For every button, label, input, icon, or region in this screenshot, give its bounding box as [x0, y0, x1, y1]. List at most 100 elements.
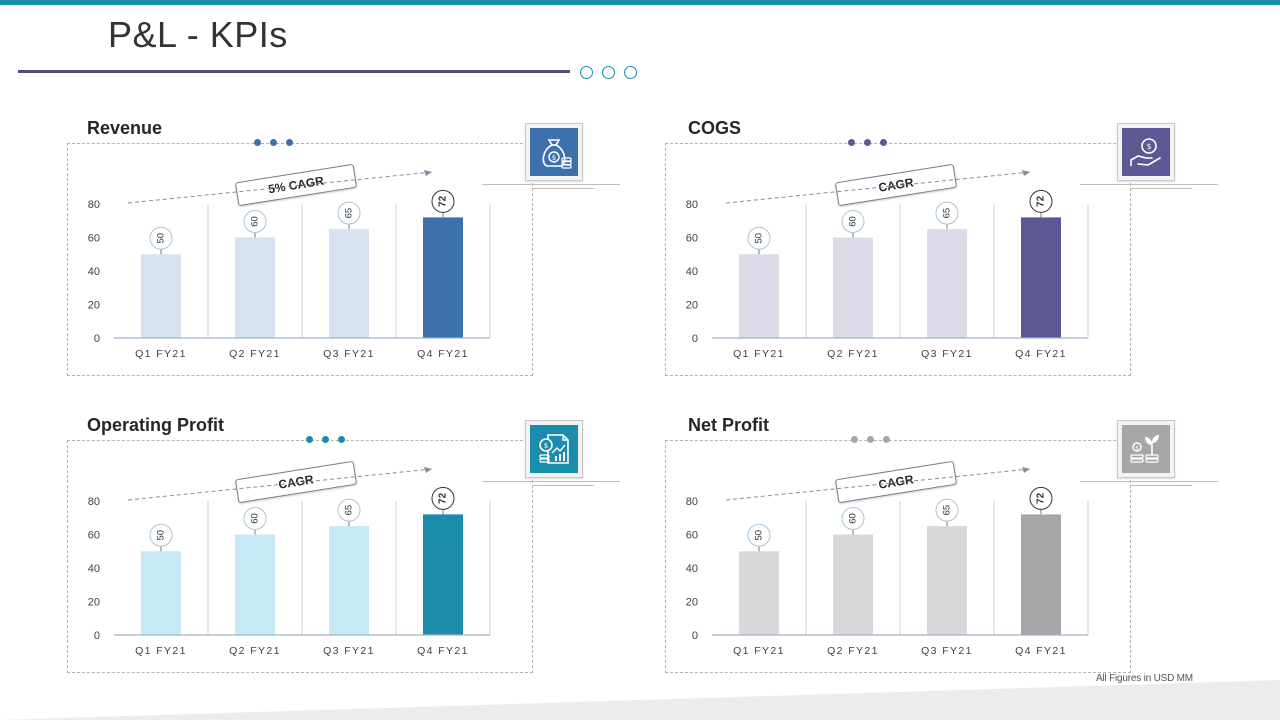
cogs-panel-title: COGS — [688, 118, 742, 138]
op-indicator-dot-3 — [338, 436, 345, 443]
revenue-ytick-40: 40 — [88, 266, 100, 278]
cogs-xtick-3: Q3 FY21 — [921, 348, 973, 360]
revenue-bar-1 — [141, 254, 181, 338]
op-icon-shelf — [532, 485, 594, 486]
cogs-label-bubble-1 — [747, 226, 771, 250]
op-icon-connector — [482, 481, 620, 482]
revenue-panel-title: Revenue — [87, 118, 163, 138]
op-data-label-2: 60 — [250, 513, 261, 524]
op-data-label-1: 50 — [156, 530, 167, 541]
net-data-label-3: 65 — [942, 505, 953, 516]
revenue-panel-frame — [67, 143, 533, 376]
cogs-xtick-2: Q2 FY21 — [827, 348, 879, 360]
cogs-xtick-1: Q1 FY21 — [733, 348, 785, 360]
revenue-icon-shelf — [532, 188, 594, 189]
revenue-label-bubble-2 — [243, 210, 267, 233]
cogs-icon-frame: $ — [1117, 123, 1175, 181]
page-title: P&L - KPIs — [108, 14, 288, 55]
op-data-label-3: 65 — [344, 505, 355, 516]
cogs-data-label-3: 65 — [942, 208, 953, 219]
revenue-label-bubble-3 — [337, 201, 361, 225]
title-underline — [18, 70, 570, 73]
cogs-bar-4 — [1021, 217, 1061, 338]
revenue-icon-frame: $ — [525, 123, 583, 181]
net-icon-frame: $ — [1117, 420, 1175, 478]
cogs-label-bubble-3 — [935, 201, 959, 225]
revenue-label-bubble-4 — [431, 189, 455, 213]
op-indicator-dot-1 — [306, 436, 313, 443]
net-ytick-40: 40 — [686, 563, 698, 575]
net-xtick-2: Q2 FY21 — [827, 645, 879, 657]
cogs-bar-3 — [927, 229, 967, 338]
top-accent-band — [0, 0, 1280, 5]
op-icon-frame: $ — [525, 420, 583, 478]
title-dot-2 — [602, 66, 615, 79]
net-trend-arrow — [725, 468, 1031, 501]
op-bar-1 — [141, 551, 181, 635]
svg-text:$: $ — [552, 154, 556, 162]
op-indicator-dot-2 — [322, 436, 329, 443]
figures-footnote: All Figures in USD MM — [1096, 673, 1193, 684]
cogs-data-label-2: 60 — [848, 216, 859, 227]
op-ytick-40: 40 — [88, 563, 100, 575]
revenue-ytick-20: 20 — [88, 300, 100, 312]
title-dot-3 — [624, 66, 637, 79]
financial-report-icon: $ — [530, 425, 578, 473]
svg-text:$: $ — [544, 442, 548, 450]
op-data-label-4: 72 — [438, 492, 449, 504]
net-ytick-0: 0 — [692, 630, 698, 642]
hand-coin-icon: $ — [1122, 128, 1170, 176]
revenue-ytick-0: 0 — [94, 333, 100, 345]
cogs-icon-shelf — [1130, 188, 1192, 189]
op-label-bubble-2 — [243, 507, 267, 530]
revenue-xtick-4: Q4 FY21 — [417, 348, 469, 360]
cogs-bar-2 — [833, 237, 873, 338]
cogs-panel-frame — [665, 143, 1131, 376]
revenue-label-bubble-1 — [149, 226, 173, 250]
op-ytick-20: 20 — [88, 597, 100, 609]
op-panel-frame — [67, 440, 533, 673]
net-chart: 0 20 40 60 80 50 Q1 FY21 60 Q2 FY21 65 Q3 FY21 72 Q4… — [686, 467, 1089, 657]
net-data-label-1: 50 — [754, 530, 765, 541]
op-ytick-80: 80 — [88, 496, 100, 508]
net-icon-connector — [1080, 481, 1218, 482]
revenue-chart: 0 20 40 60 80 50 Q1 FY21 60 Q2 FY21 65 Q3 FY21 72 Q4… — [88, 170, 491, 360]
net-ytick-60: 60 — [686, 530, 698, 542]
op-chart: 0 20 40 60 80 50 Q1 FY21 60 Q2 FY21 65 Q3 FY21 72 Q4… — [88, 467, 491, 657]
cogs-icon-connector — [1080, 184, 1218, 185]
net-label-bubble-1 — [747, 523, 771, 547]
op-label-bubble-4 — [431, 486, 455, 510]
cogs-ytick-60: 60 — [686, 233, 698, 245]
net-panel-frame — [665, 440, 1131, 673]
cogs-chart: 0 20 40 60 80 50 Q1 FY21 60 Q2 FY21 65 Q3 FY21 72 Q4… — [686, 170, 1089, 360]
net-trend-arrowhead — [1022, 467, 1030, 473]
net-bar-1 — [739, 551, 779, 635]
revenue-xtick-2: Q2 FY21 — [229, 348, 281, 360]
revenue-indicator-dot-3 — [286, 139, 293, 146]
cogs-ytick-40: 40 — [686, 266, 698, 278]
net-xtick-4: Q4 FY21 — [1015, 645, 1067, 657]
cogs-label-bubble-4 — [1029, 189, 1053, 213]
net-indicator-dot-3 — [883, 436, 890, 443]
op-xtick-3: Q3 FY21 — [323, 645, 375, 657]
revenue-indicator-dot-2 — [270, 139, 277, 146]
net-xtick-3: Q3 FY21 — [921, 645, 973, 657]
op-trend-arrowhead — [424, 467, 432, 473]
svg-text:$: $ — [1146, 142, 1151, 151]
revenue-indicator-dot-1 — [254, 139, 261, 146]
money-bag-icon: $ — [530, 128, 578, 176]
net-icon-shelf — [1130, 485, 1192, 486]
revenue-icon-connector — [482, 184, 620, 185]
net-label-bubble-3 — [935, 498, 959, 522]
cogs-label-bubble-2 — [841, 210, 865, 233]
revenue-data-label-4: 72 — [438, 195, 449, 207]
revenue-ytick-80: 80 — [88, 199, 100, 211]
title-dot-1 — [580, 66, 593, 79]
net-bar-4 — [1021, 514, 1061, 635]
op-ytick-0: 0 — [94, 630, 100, 642]
cogs-indicator-dot-2 — [864, 139, 871, 146]
revenue-bar-2 — [235, 237, 275, 338]
revenue-data-label-3: 65 — [344, 208, 355, 219]
cogs-trend-arrowhead — [1022, 170, 1030, 176]
